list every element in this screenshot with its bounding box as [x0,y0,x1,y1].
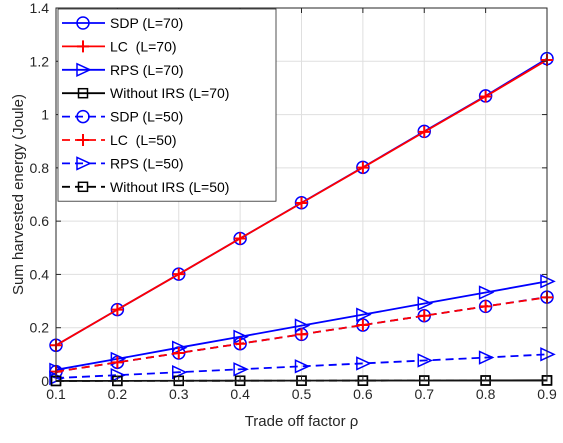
legend-label: LC (L=70) [110,38,177,54]
x-tick-label: 0.5 [292,386,312,402]
y-tick-label: 0.8 [30,160,50,176]
legend-item: SDP (L=50) [62,109,183,125]
legend-item: SDP (L=70) [62,15,183,31]
x-tick-label: 0.3 [169,386,189,402]
x-tick-label: 0.1 [46,386,66,402]
legend-label: Without IRS (L=70) [110,85,229,101]
y-tick-label: 1.4 [30,0,50,16]
y-tick-label: 1.2 [30,53,50,69]
y-axis-title: Sum harvested energy (Joule) [10,94,27,295]
x-tick-label: 0.6 [353,386,373,402]
legend: SDP (L=70) LC (L=70) RPS (L=70) Without IRS… [58,9,276,201]
x-tick-label: 0.9 [537,386,557,402]
y-tick-label: 1 [41,107,49,123]
legend-label: LC (L=50) [110,132,177,148]
y-tick-label: 0.6 [30,213,50,229]
legend-label: SDP (L=70) [110,15,183,31]
y-tick-label: 0 [41,373,49,389]
legend-label: SDP (L=50) [110,109,183,125]
legend-label: RPS (L=70) [110,62,184,78]
y-tick-label: 0.2 [30,320,50,336]
x-tick-label: 0.2 [108,386,128,402]
x-tick-label: 0.8 [476,386,496,402]
legend-label: RPS (L=50) [110,155,184,171]
x-axis-title: Trade off factor ρ [245,413,359,430]
x-tick-label: 0.4 [230,386,250,402]
x-tick-label: 0.7 [415,386,435,402]
y-tick-label: 0.4 [30,266,50,282]
legend-label: Without IRS (L=50) [110,179,229,195]
